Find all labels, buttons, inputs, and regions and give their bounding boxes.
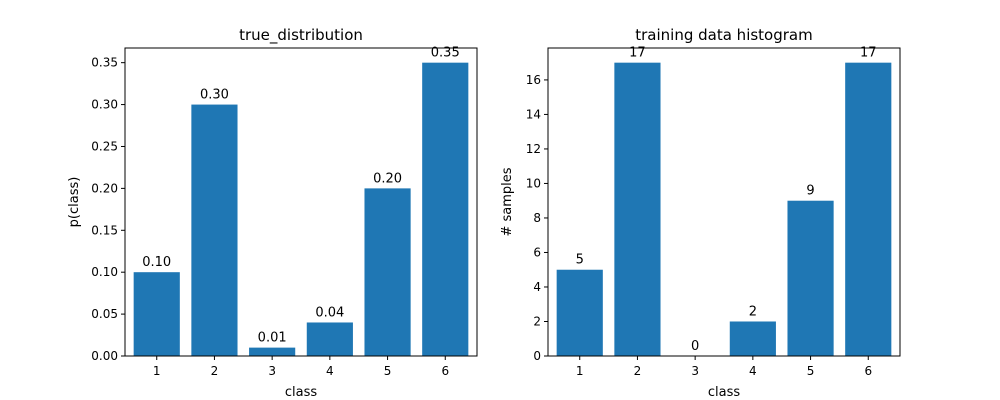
bar-value-label: 17 (629, 46, 646, 61)
y-axis-label: p(class) (67, 177, 82, 228)
bar-class-6 (422, 62, 469, 357)
x-tick-label: 2 (211, 364, 219, 378)
x-axis-label: class (285, 385, 317, 400)
bar-value-label: 2 (749, 304, 757, 319)
x-axis-ticks: 1 2 3 4 5 6 (576, 356, 872, 378)
y-tick-label: 6 (533, 245, 541, 259)
y-tick-label: 0.10 (91, 265, 118, 279)
x-tick-label: 3 (268, 364, 276, 378)
x-tick-label: 1 (153, 364, 161, 378)
y-tick-label: 4 (533, 280, 541, 294)
bar-group (133, 62, 469, 357)
bar-value-label: 9 (806, 184, 814, 199)
bar-value-label: 0.10 (142, 255, 171, 270)
bar-class-5 (787, 200, 834, 356)
bar-value-label: 0.01 (258, 331, 287, 346)
bar-value-label: 0.30 (200, 88, 229, 103)
y-tick-label: 0.25 (91, 139, 118, 153)
bar-class-6 (845, 62, 892, 357)
x-axis-label: class (708, 385, 740, 400)
x-tick-label: 1 (576, 364, 584, 378)
bar-value-label: 0.20 (373, 171, 402, 186)
y-axis-ticks: 0 2 4 6 8 10 12 14 16 (526, 73, 548, 363)
bar-class-1 (133, 272, 180, 356)
y-tick-label: 12 (526, 142, 541, 156)
plot-frame (547, 47, 901, 357)
bar-value-label: 17 (860, 46, 877, 61)
bar-class-2 (191, 104, 238, 356)
x-tick-label: 5 (807, 364, 815, 378)
y-tick-label: 2 (533, 314, 541, 328)
bar-label-group: 5 17 0 2 9 17 (576, 46, 877, 354)
y-tick-label: 0.30 (91, 98, 118, 112)
bar-class-5 (364, 188, 411, 356)
y-tick-label: 0.05 (91, 307, 118, 321)
chart-title: true_distribution (239, 26, 363, 45)
bar-label-group: 0.10 0.30 0.01 0.04 0.20 0.35 (142, 46, 459, 346)
y-axis-label: # samples (500, 167, 515, 236)
y-tick-label: 14 (526, 107, 541, 121)
y-tick-label: 16 (526, 73, 541, 87)
bar-class-1 (556, 269, 603, 356)
x-tick-label: 4 (326, 364, 334, 378)
bar-value-label: 0.04 (315, 305, 344, 320)
y-tick-label: 0.35 (91, 56, 118, 70)
y-axis-ticks: 0.00 0.05 0.10 0.15 0.20 0.25 0.30 0.35 (91, 56, 125, 363)
y-tick-label: 0.15 (91, 223, 118, 237)
bar-value-label: 0.35 (431, 46, 460, 61)
y-tick-label: 10 (526, 176, 541, 190)
x-tick-label: 2 (634, 364, 642, 378)
bar-group (556, 62, 892, 357)
plot-frame (124, 47, 478, 357)
bar-value-label: 5 (576, 253, 584, 268)
y-tick-label: 0.20 (91, 181, 118, 195)
bar-value-label: 0 (691, 339, 699, 354)
x-tick-label: 4 (749, 364, 757, 378)
x-tick-label: 6 (441, 364, 449, 378)
bar-class-3 (249, 347, 296, 356)
bar-class-4 (729, 321, 776, 356)
x-tick-label: 6 (864, 364, 872, 378)
chart-title: training data histogram (635, 26, 812, 44)
chart-true-distribution: true_distribution 0.100.300.010.040.200.… (67, 26, 478, 400)
y-tick-label: 0.00 (91, 349, 118, 363)
y-tick-label: 8 (533, 211, 541, 225)
x-tick-label: 5 (384, 364, 392, 378)
x-tick-label: 3 (691, 364, 699, 378)
bar-class-2 (614, 62, 661, 357)
x-axis-ticks: 1 2 3 4 5 6 (153, 356, 449, 378)
bar-class-4 (306, 322, 353, 356)
y-tick-label: 0 (533, 349, 541, 363)
